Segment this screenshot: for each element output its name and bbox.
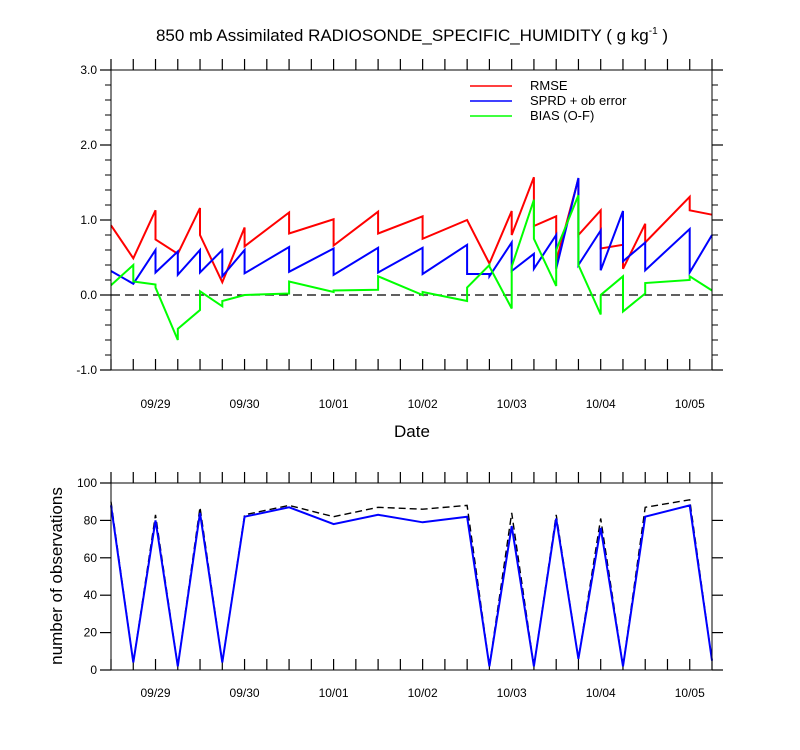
bottom-ytick-label-80: 80 (84, 513, 98, 527)
chart-title-suffix: ) (658, 26, 668, 45)
top-ytick-label-1-0: 1.0 (80, 213, 97, 227)
top-xtick-label-10-04: 10/04 (586, 397, 616, 411)
bottom-xtick-label-10-03: 10/03 (497, 686, 527, 700)
bottom-series-assimilated (110, 504, 713, 667)
bottom-xtick-label-10-01: 10/01 (319, 686, 349, 700)
top-ytick-label-1-0: -1.0 (76, 363, 97, 377)
bottom-panel-series (110, 498, 713, 667)
bottom-ytick-label-20: 20 (84, 626, 98, 640)
bottom-panel-marks (100, 472, 723, 671)
y-axis-label: number of observations (47, 487, 66, 665)
top-xtick-label-09-30: 09/30 (230, 397, 260, 411)
top-xtick-label-10-03: 10/03 (497, 397, 527, 411)
top-panel-marks (100, 59, 723, 371)
top-ytick-label-0-0: 0.0 (80, 288, 97, 302)
legend-label-sprd: SPRD + ob error (530, 93, 627, 108)
top-series-bias-o-f (110, 194, 713, 341)
chart-title-superscript: -1 (649, 26, 658, 37)
bottom-panel-labels: 09/29 09/30 10/01 10/02 10/03 10/04 10/05 0 20 40… (77, 476, 705, 700)
bottom-panel: 09/29 09/30 10/01 10/02 10/03 10/04 10/05 0 20 40… (47, 472, 723, 700)
top-series-rmse (110, 176, 713, 285)
bottom-xtick-label-10-05: 10/05 (675, 686, 705, 700)
bottom-ytick-label-0: 0 (90, 663, 97, 677)
x-axis-label: Date (394, 422, 430, 441)
legend-label-rmse: RMSE (530, 78, 568, 93)
top-panel-series (110, 176, 713, 341)
top-ytick-label-2-0: 2.0 (80, 138, 97, 152)
top-panel-labels: 09/29 09/30 10/01 10/02 10/03 10/04 10/05 -1.0 0… (76, 63, 705, 411)
bottom-xtick-label-10-04: 10/04 (586, 686, 616, 700)
bottom-xtick-label-10-02: 10/02 (408, 686, 438, 700)
bottom-xtick-label-09-30: 09/30 (230, 686, 260, 700)
top-xtick-label-10-02: 10/02 (408, 397, 438, 411)
chart-title: 850 mb Assimilated RADIOSONDE_SPECIFIC_H… (156, 26, 668, 45)
top-ytick-label-3-0: 3.0 (80, 63, 97, 77)
bottom-xtick-label-09-29: 09/29 (141, 686, 171, 700)
bottom-ytick-label-100: 100 (77, 476, 97, 490)
legend: RMSE SPRD + ob error BIAS (O-F) (470, 78, 627, 123)
chart-title-main: 850 mb Assimilated RADIOSONDE_SPECIFIC_H… (156, 26, 649, 45)
top-series-sprd-ob-error (110, 177, 713, 286)
top-xtick-label-09-29: 09/29 (141, 397, 171, 411)
bottom-panel-frame (110, 482, 713, 671)
top-xtick-label-10-01: 10/01 (319, 397, 349, 411)
bottom-ytick-label-40: 40 (84, 588, 98, 602)
bottom-ytick-label-60: 60 (84, 551, 98, 565)
top-panel-frame (110, 69, 713, 371)
legend-label-bias: BIAS (O-F) (530, 108, 594, 123)
top-panel: 09/29 09/30 10/01 10/02 10/03 10/04 10/05 -1.0 0… (76, 59, 723, 441)
top-xtick-label-10-05: 10/05 (675, 397, 705, 411)
